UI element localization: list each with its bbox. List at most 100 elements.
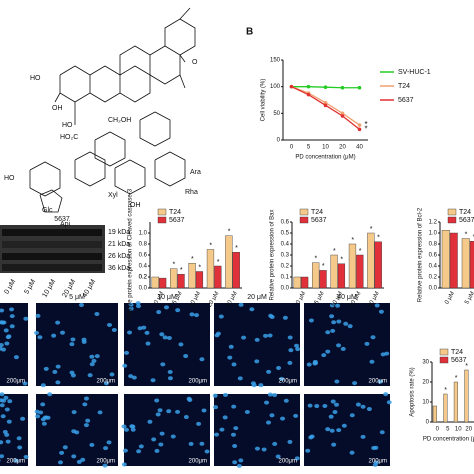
- nucleus: [204, 449, 210, 454]
- significance: *: [365, 120, 368, 129]
- nucleus: [314, 404, 320, 409]
- nucleus: [71, 410, 77, 415]
- nucleus: [43, 366, 49, 371]
- nucleus: [83, 423, 89, 428]
- nucleus: [254, 337, 260, 342]
- nucleus: [34, 330, 40, 335]
- nucleus: [331, 320, 337, 325]
- legend-label: 5637: [169, 217, 185, 224]
- nucleus: [129, 424, 135, 429]
- nucleus: [244, 409, 250, 414]
- scale-bar: 200μm: [279, 379, 297, 385]
- significance: *: [359, 248, 362, 255]
- nucleus: [294, 456, 300, 461]
- significance: *: [473, 234, 474, 241]
- bar: [367, 232, 375, 289]
- nucleus: [336, 319, 342, 324]
- nucleus: [227, 355, 233, 360]
- nucleus: [78, 302, 84, 307]
- nucleus: [130, 427, 136, 432]
- nucleus: [123, 427, 129, 432]
- nucleus: [6, 334, 12, 339]
- nucleus: [308, 318, 314, 323]
- nucleus: [228, 344, 234, 349]
- x-tick-label: 40: [356, 145, 363, 151]
- legend-label: SV-HUC-1: [398, 69, 431, 76]
- nucleus: [128, 374, 134, 379]
- y-tick-label: 0.8: [429, 242, 438, 248]
- y-axis-label: Cell viability (%): [261, 79, 267, 122]
- significance: *: [315, 256, 318, 263]
- y-tick-label: 1.0: [429, 231, 438, 237]
- column-header: 5 μM: [69, 294, 85, 301]
- nucleus: [0, 320, 6, 325]
- series-line: [291, 86, 360, 130]
- nucleus: [57, 460, 63, 465]
- legend-label: T24: [459, 209, 471, 216]
- nucleus: [175, 409, 181, 414]
- scale-bar: 200μm: [369, 459, 387, 465]
- nucleus: [288, 348, 294, 353]
- nucleus: [349, 413, 355, 418]
- scale-bar: 200μm: [7, 459, 25, 465]
- nucleus: [23, 316, 29, 321]
- nucleus: [38, 410, 44, 415]
- nucleus: [212, 393, 218, 398]
- nucleus: [340, 346, 346, 351]
- nucleus: [282, 315, 288, 320]
- bar: [319, 270, 327, 289]
- nucleus: [23, 454, 29, 459]
- bar: [177, 274, 185, 289]
- nucleus: [325, 349, 331, 354]
- y-tick-label: 0.8: [139, 242, 148, 248]
- x-tick-label: 5: [307, 145, 311, 151]
- nucleus: [329, 428, 335, 433]
- nucleus: [305, 448, 311, 453]
- y-tick-label: 0.3: [281, 253, 290, 259]
- nucleus: [136, 304, 142, 309]
- significance: *: [465, 231, 468, 238]
- nucleus: [17, 445, 23, 450]
- bar: [195, 271, 204, 289]
- nucleus: [159, 431, 165, 436]
- nucleus: [331, 442, 337, 447]
- nucleus: [5, 439, 11, 444]
- significance: *: [377, 235, 380, 242]
- blot-bands: [2, 229, 102, 271]
- nucleus: [103, 381, 109, 386]
- nucleus: [237, 376, 243, 381]
- nucleus: [199, 357, 205, 362]
- nucleus: [0, 308, 5, 313]
- bar: [170, 268, 178, 289]
- bar: [348, 243, 357, 289]
- x-tick-label: 20: [465, 427, 472, 433]
- nucleus: [336, 343, 342, 348]
- structure-label: HO: [62, 122, 73, 129]
- nucleus: [306, 362, 312, 367]
- nucleus: [218, 314, 224, 319]
- x-tick-label: 0 μM: [153, 291, 165, 306]
- legend-label: T24: [169, 209, 181, 216]
- nucleus: [35, 414, 41, 419]
- nucleus: [280, 416, 286, 421]
- nucleus: [307, 403, 313, 408]
- nucleus: [183, 354, 189, 359]
- structure-label: Api: [60, 221, 71, 228]
- bar: [337, 263, 346, 289]
- x-tick-label: 0: [436, 427, 440, 433]
- nucleus: [162, 335, 168, 340]
- nucleus: [232, 460, 238, 465]
- nucleus: [13, 355, 19, 360]
- nucleus: [233, 426, 239, 431]
- bar: [225, 235, 233, 289]
- nucleus: [370, 335, 376, 340]
- nucleus: [0, 346, 3, 351]
- nucleus: [4, 407, 10, 412]
- nucleus: [369, 359, 375, 364]
- nucleus: [47, 392, 53, 397]
- nucleus: [287, 360, 293, 365]
- nucleus: [122, 363, 128, 368]
- y-tick-label: 30: [422, 360, 429, 366]
- blot-size: 21 kDa: [108, 241, 130, 248]
